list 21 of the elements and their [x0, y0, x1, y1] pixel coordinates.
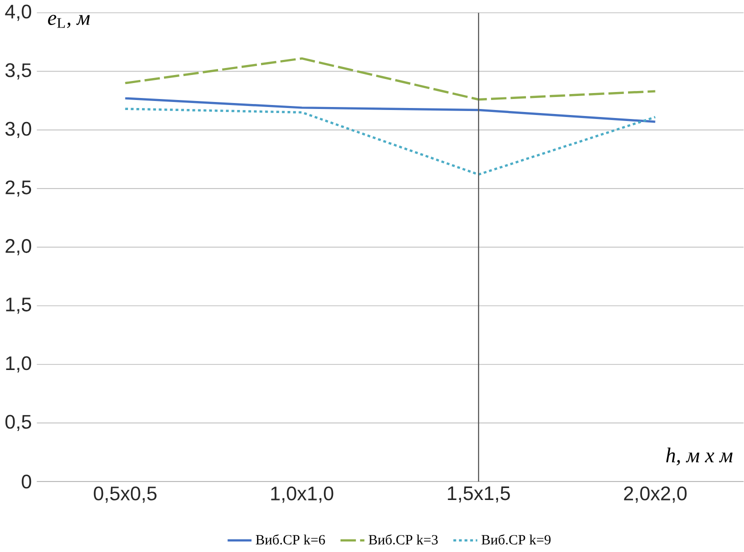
y-tick-label: 1,0	[6, 356, 32, 372]
y-tick-label: 3,0	[5, 122, 32, 138]
y-tick-label: 4,0	[5, 4, 32, 21]
x-tick-label: 1,5x1,5	[448, 486, 510, 502]
legend-label: Виб.СР k=9	[482, 534, 551, 545]
y-tick-label: 0	[22, 474, 32, 488]
x-tick-label: 2,0x2,0	[624, 486, 687, 503]
y-tick-label: 2,5	[6, 180, 32, 197]
y-tick-label: 0,5	[5, 414, 32, 432]
x-tick-label: 0,5x0,5	[94, 486, 156, 503]
legend-label: Виб.СР k=6	[256, 534, 325, 545]
y-tick-label: 3,5	[5, 63, 32, 80]
line-series	[124, 108, 656, 176]
x-axis-title: h, м х м	[666, 448, 733, 466]
line-series	[124, 97, 656, 123]
y-axis-title: e$_{L}$, м	[48, 14, 90, 28]
x-tick-label: 1,0x1,0	[271, 486, 334, 503]
legend-label: Виб.СР k=3	[368, 534, 438, 545]
y-tick-label: 2,0	[6, 239, 32, 256]
line-series	[124, 57, 656, 101]
y-tick-label: 1,5	[6, 298, 32, 314]
